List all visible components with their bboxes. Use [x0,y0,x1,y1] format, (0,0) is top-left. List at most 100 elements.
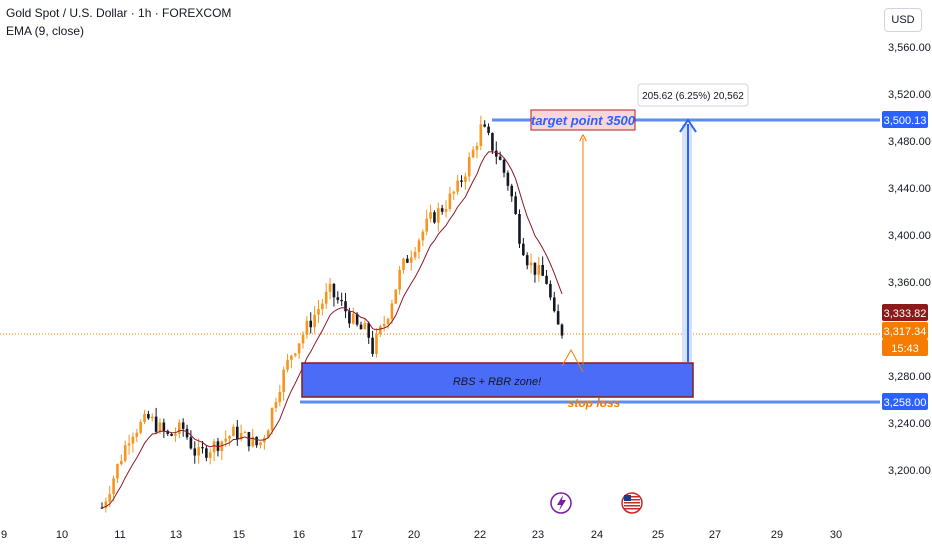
candle [448,186,452,212]
price-label: 3,333.82 [884,308,927,320]
candle [556,304,560,325]
candle [266,428,270,438]
candle [467,152,471,182]
indicator-label: EMA (9, close) [6,24,85,38]
candle [533,262,537,283]
target-label-box [530,109,636,131]
candle [127,434,131,455]
candle [228,434,231,447]
candle [452,190,456,201]
y-tick-label: 3,400.00 [888,230,931,242]
price-label: 15:43 [891,343,919,355]
candle [382,315,386,332]
x-tick-label: 30 [830,529,842,541]
candle [367,321,371,344]
candle [351,307,355,325]
candle [522,237,525,257]
candle [363,318,367,330]
x-tick-label: 27 [709,529,721,541]
candle [417,238,421,259]
candle [305,315,309,339]
candle [444,200,448,218]
x-tick-label: 24 [591,529,603,541]
candle [282,366,285,401]
candle [212,438,216,462]
candle [429,204,432,223]
x-tick-label: 11 [114,529,125,541]
candle [464,172,467,190]
chart-symbol-title: Gold Spot / U.S. Dollar · 1h · FOREXCOM [6,6,232,20]
candle [406,255,409,264]
candle [336,291,340,304]
candle [498,151,502,161]
candle [394,289,398,305]
x-tick-label: 10 [56,529,68,541]
candle [344,292,347,319]
y-tick-label: 3,280.00 [888,371,931,383]
candle [390,299,394,324]
price-label-box [882,111,928,128]
price-label: 3,258.00 [884,397,927,409]
candle [479,115,483,151]
candle [552,291,556,313]
candle [131,432,135,453]
x-tick-label: 16 [293,529,305,541]
candle [324,283,328,309]
candle [263,435,266,450]
zone-label: RBS + RBR zone! [453,376,541,388]
candle [112,475,115,502]
candle [321,298,324,316]
candle [525,252,529,270]
candle [293,352,297,358]
x-tick-label: 13 [170,529,182,541]
candle [421,229,425,247]
candle [154,407,158,435]
target-label: target point 3500 [531,113,636,128]
rbs-rbr-zone [301,362,694,398]
candle [235,420,239,446]
candle [259,441,262,449]
flash-icon [550,492,572,514]
candle [437,202,440,232]
stop-loss-label: stop loss [568,396,621,410]
candle [220,440,224,461]
ema-line [101,151,563,509]
candle [502,158,506,178]
y-tick-label: 3,240.00 [888,418,931,430]
candle [541,256,544,276]
candle [197,438,200,464]
candle [317,299,320,323]
candle [475,142,479,159]
currency-button[interactable]: USD [884,8,922,32]
candle [537,256,541,282]
candle [170,433,173,437]
candle [239,424,243,442]
candle [483,120,486,128]
y-tick-label: 3,440.00 [888,183,931,195]
measure-tooltip [637,83,749,107]
candle [205,445,208,462]
candle [549,280,552,301]
candle [506,170,510,191]
candle [274,397,278,412]
y-tick-label: 3,360.00 [888,277,931,289]
candle [425,209,429,236]
price-label-box [882,322,928,339]
candle [120,454,123,466]
candle [104,497,108,513]
candle [340,292,343,306]
candle [247,431,251,452]
candle [471,146,475,159]
measure-arrowhead [679,118,697,133]
candle [433,210,436,224]
candle [189,430,193,450]
candle [518,209,521,249]
candle [402,257,405,274]
price-label-box [882,339,928,356]
candle [178,419,181,439]
zigzag-path [561,348,584,373]
candle [278,384,282,407]
candle [193,441,197,464]
candle [375,328,378,358]
